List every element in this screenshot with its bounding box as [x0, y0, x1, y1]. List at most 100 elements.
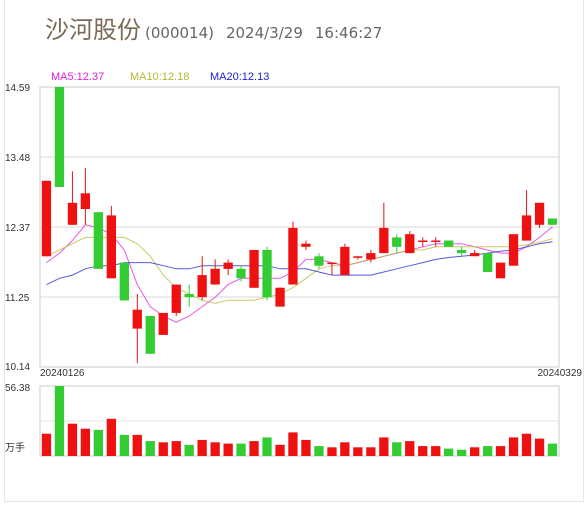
volume-bar [340, 442, 350, 456]
volume-bar [353, 447, 363, 456]
volume-bar [547, 443, 558, 456]
candle-body [508, 234, 519, 266]
candle-body [184, 294, 194, 298]
candle-body [547, 218, 558, 225]
candle-body [301, 243, 311, 247]
candle-body [158, 312, 168, 335]
candle-body [223, 262, 233, 269]
candle-body [41, 180, 52, 257]
volume-bar [171, 441, 181, 456]
volume-bar [119, 434, 129, 456]
price-tick-label: 10.14 [5, 362, 30, 373]
candle-body [353, 256, 363, 258]
chart-frame [4, 0, 584, 502]
volume-bar [327, 447, 337, 456]
candle-body [145, 316, 155, 354]
volume-bar [223, 443, 233, 456]
volume-bar [80, 428, 90, 456]
ma5-line [46, 224, 553, 323]
quote-time: 16:46:27 [314, 24, 383, 42]
volume-bar [67, 423, 78, 456]
volume-bar [301, 439, 311, 456]
price-tick-label: 13.48 [5, 153, 30, 164]
volume-bar [431, 446, 441, 456]
volume-bar [236, 443, 246, 456]
candle-body [80, 193, 90, 209]
volume-bar [197, 439, 207, 456]
volume-bar [495, 446, 506, 456]
price-tick-label: 12.37 [5, 223, 30, 234]
candle-body [366, 253, 376, 260]
stock-code: (000014) [145, 24, 214, 42]
candle-body [418, 240, 428, 242]
candle-body [119, 262, 129, 301]
volume-bar [106, 418, 116, 456]
volume-bar [366, 447, 376, 456]
volume-bar [288, 432, 298, 456]
volume-bar [93, 429, 103, 456]
candle-body [521, 215, 532, 241]
volume-bar [132, 434, 142, 456]
volume-bar [405, 441, 415, 456]
candle-body [132, 309, 142, 329]
volume-unit-label: 万手 [5, 441, 25, 454]
candle-body [405, 234, 415, 254]
volume-bar [275, 444, 285, 456]
volume-bar [418, 446, 428, 456]
price-tick-label: 11.25 [5, 293, 30, 304]
volume-bar [379, 437, 389, 456]
volume-bar [262, 437, 272, 456]
volume-bar [392, 442, 402, 456]
candle-body [93, 212, 103, 269]
candle-body [392, 237, 402, 247]
candle-body [67, 202, 78, 225]
candle-body [483, 253, 493, 272]
candle-body [236, 268, 246, 279]
candle-body [275, 287, 285, 307]
volume-max-label: 56.38 [5, 383, 30, 394]
ma20-line [46, 241, 553, 286]
candle-body [171, 284, 181, 313]
volume-bar [249, 441, 259, 456]
volume-bar [508, 437, 519, 456]
volume-bar [534, 438, 545, 456]
candle-body [470, 253, 480, 257]
candle-body [444, 240, 454, 247]
price-tick-label: 14.59 [5, 83, 30, 94]
candle-body [249, 250, 259, 288]
candle-body [54, 87, 65, 187]
candle-body [534, 202, 545, 225]
quote-header: 沙河股份 (000014) 2024/3/29 16:46:27 [45, 10, 383, 44]
volume-bar [184, 444, 194, 456]
volume-bar [521, 433, 532, 456]
candle-body [262, 250, 272, 298]
candle-body [431, 240, 441, 242]
volume-bar [470, 447, 480, 456]
legend-ma20: MA20:12.13 [210, 71, 270, 83]
volume-bar [457, 449, 467, 456]
candle-body [379, 227, 389, 254]
volume-bar [158, 442, 168, 456]
candle-body [457, 250, 467, 254]
volume-bars [41, 386, 558, 456]
candles [41, 87, 558, 364]
candle-body [210, 268, 220, 285]
volume-bar [41, 433, 52, 456]
candle-body [340, 246, 350, 276]
candle-body [327, 262, 337, 265]
moving-average-lines [46, 224, 553, 323]
volume-bar [444, 448, 454, 456]
volume-bar [145, 441, 155, 456]
legend-ma5: MA5:12.37 [51, 71, 105, 83]
candle-body [106, 215, 116, 279]
date-end-label: 20240329 [538, 368, 583, 379]
quote-date: 2024/3/29 [225, 24, 303, 42]
legend-ma10: MA10:12.18 [130, 71, 190, 83]
candle-body [314, 256, 324, 266]
candle-body [495, 262, 506, 279]
candle-body [197, 275, 207, 298]
volume-bar [54, 386, 65, 456]
date-start-label: 20240126 [40, 368, 85, 379]
stock-name: 沙河股份 [45, 16, 141, 44]
